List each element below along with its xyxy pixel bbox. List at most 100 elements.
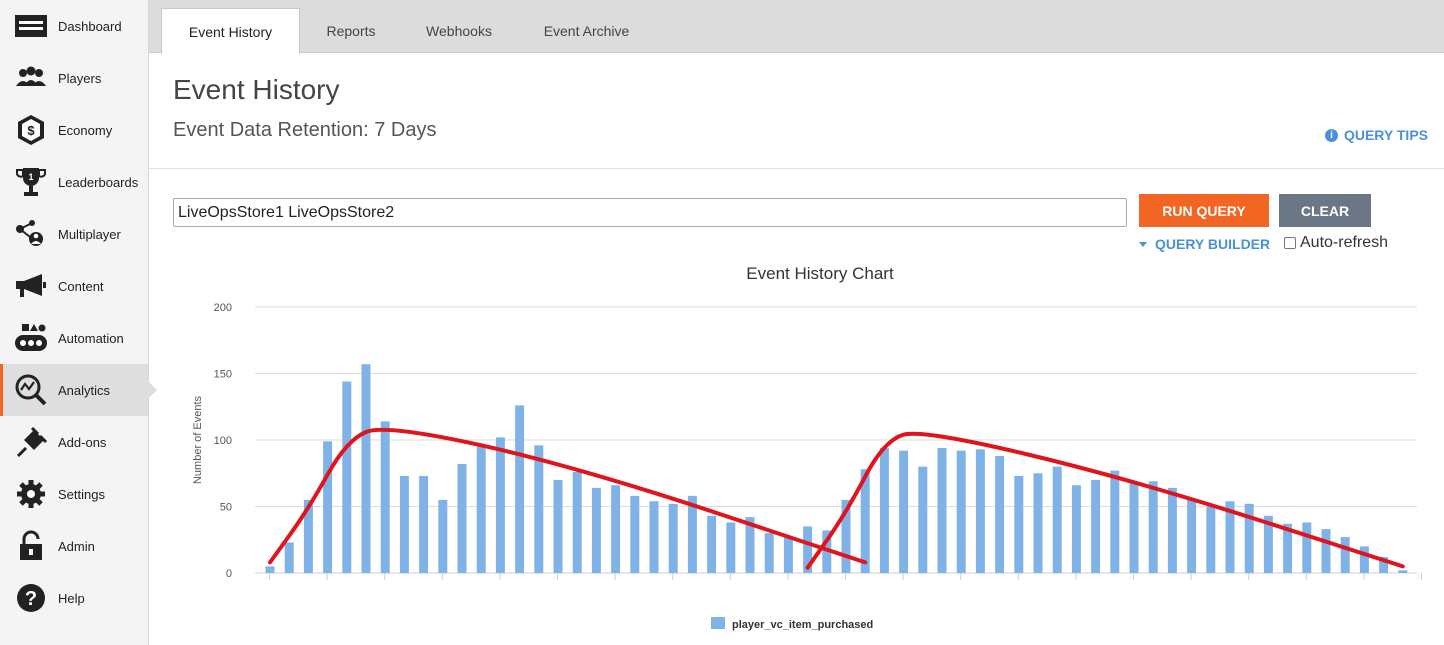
sidebar-item-label: Economy [58, 122, 113, 138]
sidebar-item-analytics[interactable]: Analytics [0, 364, 157, 416]
sidebar-item-automation[interactable]: Automation [0, 312, 148, 364]
bar [1302, 522, 1312, 573]
query-builder-label: QUERY BUILDER [1155, 236, 1271, 252]
bar [1244, 503, 1254, 573]
bar [303, 499, 313, 573]
tab-reports[interactable]: Reports [326, 23, 376, 39]
gear-icon [14, 477, 48, 511]
bar [745, 517, 755, 573]
lock-icon [14, 529, 48, 563]
bar [1187, 499, 1197, 573]
query-input[interactable] [173, 198, 1127, 227]
run-query-button[interactable]: RUN QUERY [1139, 194, 1269, 227]
bar [1263, 515, 1273, 573]
bar [457, 463, 467, 573]
legend-swatch [711, 617, 725, 629]
annotation-curve [805, 431, 1405, 570]
sidebar-item-settings[interactable]: Settings [0, 468, 148, 520]
sidebar-item-dashboard[interactable]: Dashboard [0, 0, 148, 52]
bar [380, 421, 390, 573]
auto-refresh-checkbox[interactable] [1284, 237, 1296, 249]
sidebar-item-label: Content [58, 278, 104, 294]
bar [899, 450, 909, 573]
clear-button[interactable]: CLEAR [1279, 194, 1371, 227]
players-icon [14, 61, 48, 95]
sidebar-item-admin[interactable]: Admin [0, 520, 148, 572]
bar [591, 487, 601, 573]
retention-label: Event Data Retention: 7 Days [173, 119, 437, 141]
bar [879, 447, 889, 573]
tab-event-archive[interactable]: Event Archive [543, 23, 630, 39]
help-icon: ? [14, 581, 48, 615]
query-tips-link[interactable]: i QUERY TIPS [1324, 127, 1428, 143]
sidebar-item-players[interactable]: Players [0, 52, 148, 104]
bar [726, 522, 736, 573]
auto-refresh-toggle[interactable]: Auto-refresh [1284, 234, 1388, 252]
bar [918, 466, 928, 573]
tab-bar: Event History Reports Webhooks Event Archiv… [149, 0, 1444, 54]
bar [1148, 481, 1158, 573]
caret-down-icon [1139, 241, 1147, 247]
sidebar-item-add-ons[interactable]: Add-ons [0, 416, 148, 468]
bar [860, 469, 870, 573]
bar [764, 533, 774, 573]
bar [803, 526, 813, 573]
sidebar-item-label: Admin [58, 538, 95, 554]
bar [1129, 482, 1139, 573]
sidebar-item-label: Analytics [58, 382, 111, 398]
svg-text:1: 1 [28, 172, 33, 182]
legend-label: player_vc_item_purchased [732, 619, 873, 631]
bar [1110, 470, 1120, 573]
bar [553, 479, 563, 573]
bar [438, 499, 448, 573]
bar [1321, 529, 1331, 573]
tab-event-history[interactable]: Event History [161, 8, 300, 54]
bar [476, 446, 486, 573]
sidebar-item-content[interactable]: Content [0, 260, 148, 312]
divider [149, 168, 1444, 169]
y-tick-label: 50 [220, 502, 232, 514]
sidebar-item-label: Settings [58, 486, 105, 502]
sidebar-item-economy[interactable]: $ Economy [0, 104, 148, 156]
sidebar-item-label: Add-ons [58, 434, 107, 450]
chart-title: Event History Chart [746, 264, 894, 283]
sidebar-item-leaderboards[interactable]: 1 Leaderboards [0, 156, 148, 208]
bar [572, 471, 582, 573]
bar [649, 501, 659, 573]
analytics-icon [14, 373, 48, 407]
sidebar-item-label: Multiplayer [58, 226, 121, 242]
svg-text:$: $ [27, 123, 35, 138]
bar [822, 530, 832, 573]
info-icon: i [1324, 128, 1338, 142]
sidebar-item-label: Dashboard [58, 18, 122, 34]
bar [1359, 546, 1369, 573]
bar [534, 445, 544, 573]
bar [342, 381, 352, 573]
trophy-icon: 1 [14, 165, 48, 199]
sidebar-item-label: Automation [58, 330, 124, 346]
bar [1014, 475, 1024, 573]
megaphone-icon [14, 269, 48, 303]
bar [495, 437, 505, 573]
bar [1091, 479, 1101, 573]
plug-icon [14, 425, 48, 459]
bar [515, 405, 525, 573]
bar [1379, 557, 1389, 573]
bar [265, 566, 275, 573]
sidebar-item-label: Leaderboards [58, 174, 139, 190]
query-builder-toggle[interactable]: QUERY BUILDER [1139, 236, 1270, 252]
sidebar-item-multiplayer[interactable]: Multiplayer [0, 208, 148, 260]
auto-refresh-label: Auto-refresh [1300, 234, 1389, 251]
sidebar: Dashboard Players $ Economy 1 Leaderboards Mul… [0, 0, 157, 645]
automation-icon [14, 321, 48, 355]
y-tick-label: 200 [214, 302, 232, 314]
y-tick-label: 100 [214, 435, 232, 447]
event-history-chart: Event History Chart 0 50 100 150 200 Number of… [192, 264, 1422, 631]
annotation-curve [268, 427, 868, 565]
svg-text:?: ? [25, 588, 37, 610]
bar [284, 542, 294, 573]
bar [707, 515, 717, 573]
tab-webhooks[interactable]: Webhooks [426, 23, 492, 39]
bar [323, 441, 333, 573]
sidebar-item-help[interactable]: ? Help [0, 572, 148, 624]
